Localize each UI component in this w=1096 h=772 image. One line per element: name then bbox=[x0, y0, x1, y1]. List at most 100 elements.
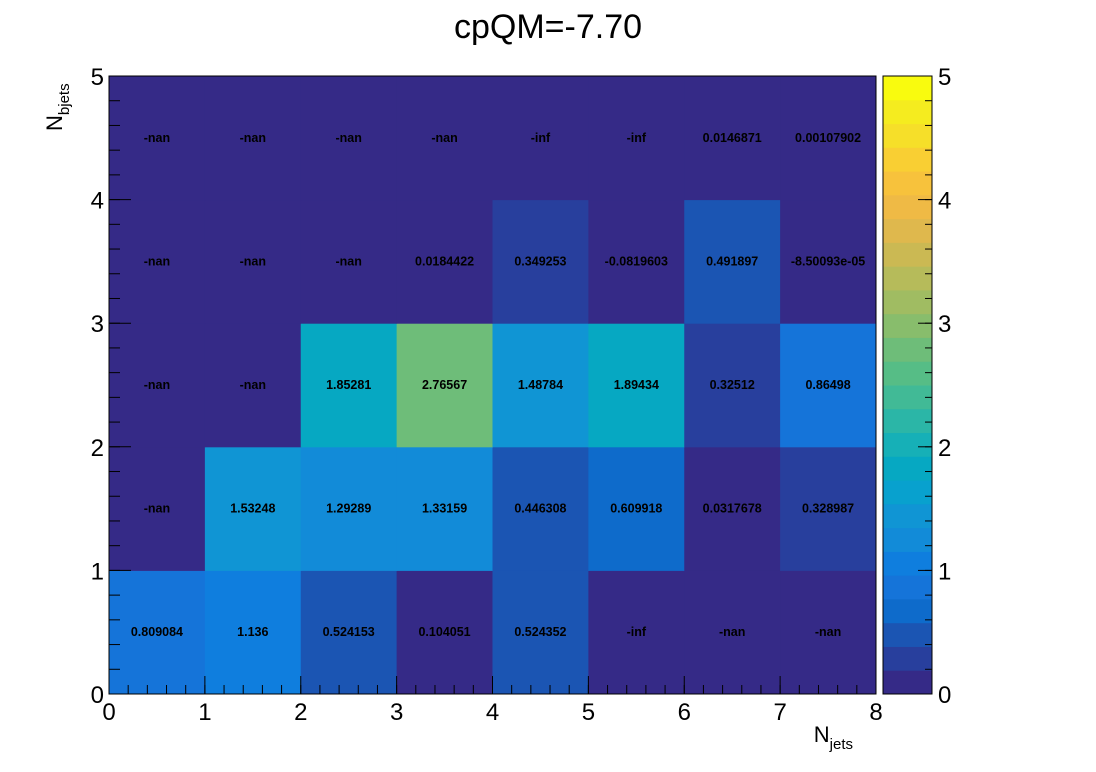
cell-value-label: 0.491897 bbox=[706, 254, 758, 268]
color-scale-step bbox=[883, 99, 932, 125]
heatmap-cell bbox=[588, 570, 685, 695]
cell-value-label: -nan bbox=[815, 625, 841, 639]
color-scale-step bbox=[883, 266, 932, 291]
cell-value-label: -nan bbox=[240, 378, 266, 392]
color-scale-step bbox=[883, 622, 932, 647]
y-tick-label: 3 bbox=[91, 311, 104, 338]
cell-value-label: 0.0317678 bbox=[703, 502, 762, 516]
color-scale-step bbox=[883, 313, 932, 338]
heatmap-cell bbox=[780, 199, 877, 324]
x-tick-label: 0 bbox=[102, 699, 115, 726]
heatmap-cell bbox=[300, 446, 398, 571]
color-scale-bar bbox=[882, 75, 933, 695]
heatmap-cell bbox=[300, 323, 398, 448]
color-scale-step bbox=[883, 194, 932, 220]
cell-value-label: 1.29289 bbox=[326, 502, 371, 516]
cell-value-label: -0.0819603 bbox=[605, 254, 668, 268]
cell-value-label: 0.104051 bbox=[418, 625, 470, 639]
x-tick-label: 7 bbox=[773, 699, 786, 726]
cell-value-label: -nan bbox=[240, 131, 266, 145]
y-tick-label: 4 bbox=[91, 188, 104, 215]
color-scale-step bbox=[883, 575, 932, 600]
heatmap-cell bbox=[204, 76, 302, 201]
heatmap-cell bbox=[588, 199, 685, 324]
color-scale-step bbox=[883, 289, 932, 315]
color-scale-step bbox=[883, 646, 932, 671]
heatmap-cell bbox=[780, 446, 877, 571]
z-tick-label: 5 bbox=[938, 64, 951, 91]
heatmap-cell bbox=[780, 570, 877, 695]
chart-title: cpQM=-7.70 bbox=[454, 8, 642, 46]
cell-value-label: 0.349253 bbox=[514, 254, 566, 268]
color-scale-step bbox=[883, 480, 932, 505]
color-scale-step bbox=[883, 598, 932, 624]
z-tick-label: 0 bbox=[938, 682, 951, 709]
x-axis: 0 1 2 3 4 5 6 7 8 bbox=[102, 676, 883, 726]
cell-value-label: -inf bbox=[627, 131, 647, 145]
cell-value-label: 0.524352 bbox=[514, 625, 566, 639]
y-tick-label: 1 bbox=[91, 558, 104, 585]
z-tick-label: 2 bbox=[938, 435, 951, 462]
y-tick-label: 5 bbox=[91, 64, 104, 91]
cell-value-label: -8.50093e-05 bbox=[791, 254, 865, 268]
color-scale-step bbox=[883, 432, 932, 457]
heatmap-cell bbox=[492, 323, 589, 448]
heatmap-cell bbox=[492, 76, 589, 201]
heatmap-cell bbox=[204, 199, 302, 324]
heatmap-cell bbox=[204, 570, 302, 695]
color-scale-step bbox=[883, 242, 932, 267]
cell-value-label: 0.609918 bbox=[610, 502, 662, 516]
heatmap-cell bbox=[492, 199, 589, 324]
heatmap-cell bbox=[492, 446, 589, 571]
x-tick-label: 5 bbox=[582, 699, 595, 726]
z-tick-label: 1 bbox=[938, 558, 951, 585]
heatmap-cell bbox=[204, 323, 302, 448]
heatmap-cell bbox=[300, 570, 398, 695]
cell-value-label: 1.89434 bbox=[614, 378, 659, 392]
color-scale-step bbox=[883, 527, 932, 552]
cell-value-label: -nan bbox=[144, 131, 170, 145]
cell-value-label: 1.33159 bbox=[422, 502, 467, 516]
color-scale-step bbox=[883, 503, 932, 529]
cell-value-label: 0.524153 bbox=[323, 625, 375, 639]
cell-value-label: -nan bbox=[335, 131, 361, 145]
color-scale-step bbox=[883, 123, 932, 148]
z-tick-label: 4 bbox=[938, 188, 951, 215]
cell-value-label: 1.136 bbox=[237, 625, 268, 639]
color-scale-step bbox=[883, 337, 932, 362]
heatmap-cell bbox=[396, 76, 493, 201]
heatmap-cell bbox=[109, 323, 206, 448]
heatmap-cell bbox=[684, 446, 781, 571]
cell-value-label: 0.32512 bbox=[710, 378, 755, 392]
z-tick-label: 3 bbox=[938, 311, 951, 338]
x-tick-label: 2 bbox=[294, 699, 307, 726]
cell-value-label: -inf bbox=[627, 625, 647, 639]
y-axis: 0 1 2 3 4 5 bbox=[91, 64, 131, 709]
x-tick-label: 8 bbox=[869, 699, 882, 726]
heatmap-cell bbox=[109, 199, 206, 324]
heatmap-cell bbox=[588, 76, 685, 201]
cell-value-label: -nan bbox=[144, 254, 170, 268]
cell-value-label: -nan bbox=[719, 625, 745, 639]
heatmap-cell bbox=[492, 570, 589, 695]
cell-value-label: 0.0146871 bbox=[703, 131, 762, 145]
heatmap-cell bbox=[396, 446, 493, 571]
cell-value-label: 1.53248 bbox=[230, 502, 275, 516]
cell-value-label: -nan bbox=[144, 378, 170, 392]
x-tick-label: 3 bbox=[390, 699, 403, 726]
heatmap-cell-labels: 0.809084 1.136 0.524153 0.104051 0.524352 -in… bbox=[131, 131, 865, 639]
color-scale-step bbox=[883, 408, 932, 434]
cell-value-label: 0.809084 bbox=[131, 625, 183, 639]
heatmap-cell bbox=[684, 323, 781, 448]
heatmap-cell bbox=[204, 446, 302, 571]
heatmap-cell bbox=[300, 199, 398, 324]
color-scale-step bbox=[883, 670, 932, 695]
cell-value-label: -nan bbox=[431, 131, 457, 145]
heatmap-cell bbox=[109, 446, 206, 571]
heatmap-cell bbox=[684, 570, 781, 695]
heatmap-cell bbox=[588, 323, 685, 448]
heatmap-cell bbox=[396, 570, 493, 695]
color-scale-step bbox=[883, 76, 932, 101]
color-scale-frame bbox=[882, 75, 933, 695]
